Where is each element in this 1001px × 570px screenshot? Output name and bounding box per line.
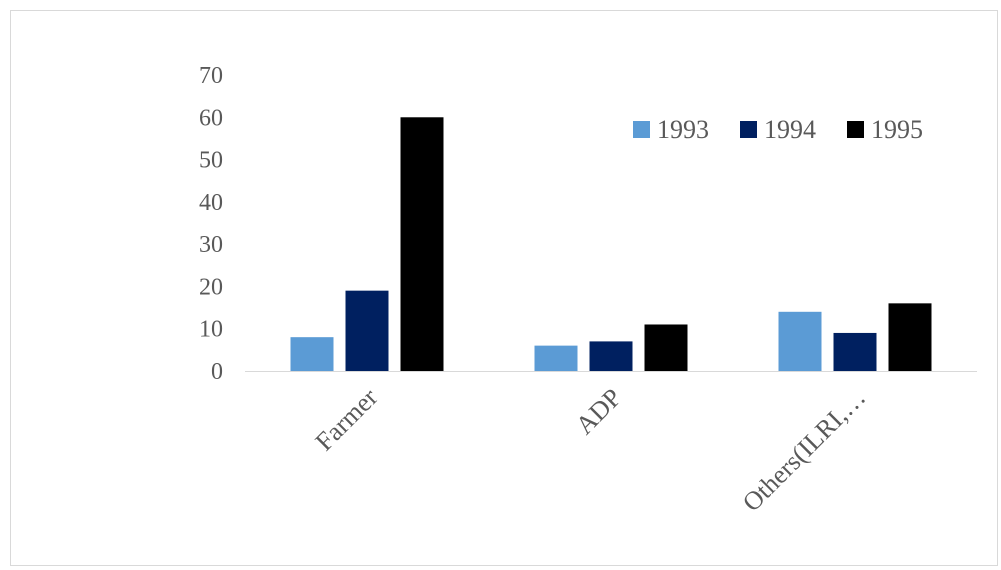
bar-1995-2: [888, 303, 932, 371]
bar-1994-2: [833, 332, 877, 371]
y-tick-label: 20: [199, 274, 223, 300]
legend-swatch-1993: [633, 121, 650, 138]
bar-1994-0: [345, 290, 389, 371]
bar-1994-1: [589, 341, 633, 371]
chart-frame: 0 10 20 30 40 50 60 70 Farmer ADP Others(ILRI,… 1…: [10, 10, 998, 566]
legend-label: 1994: [764, 115, 816, 144]
y-tick-label: 40: [199, 190, 223, 216]
y-tick-label: 10: [199, 317, 223, 343]
legend-swatch-1995: [847, 121, 864, 138]
legend-label: 1995: [871, 115, 923, 144]
y-tick-label: 60: [199, 105, 223, 131]
x-tick-label: ADP: [570, 383, 627, 440]
bar-1993-0: [290, 337, 334, 371]
x-tick-label: Others(ILRI,…: [737, 383, 871, 517]
legend: 1993 1994 1995: [633, 115, 923, 144]
bars-group: [290, 117, 932, 372]
bar-1993-2: [778, 311, 822, 371]
bar-1993-1: [534, 345, 578, 371]
y-tick-label: 50: [199, 148, 223, 174]
y-tick-label: 0: [211, 359, 223, 385]
bar-1995-1: [644, 324, 688, 371]
y-axis-ticks: 0 10 20 30 40 50 60 70: [199, 63, 223, 385]
x-tick-label: Farmer: [310, 383, 384, 457]
y-tick-label: 70: [199, 63, 223, 89]
y-tick-label: 30: [199, 232, 223, 258]
x-axis-labels: Farmer ADP Others(ILRI,…: [310, 383, 872, 518]
bar-1995-0: [400, 117, 444, 372]
legend-label: 1993: [657, 115, 709, 144]
bar-chart: 0 10 20 30 40 50 60 70 Farmer ADP Others(ILRI,… 1…: [199, 63, 977, 518]
legend-swatch-1994: [740, 121, 757, 138]
